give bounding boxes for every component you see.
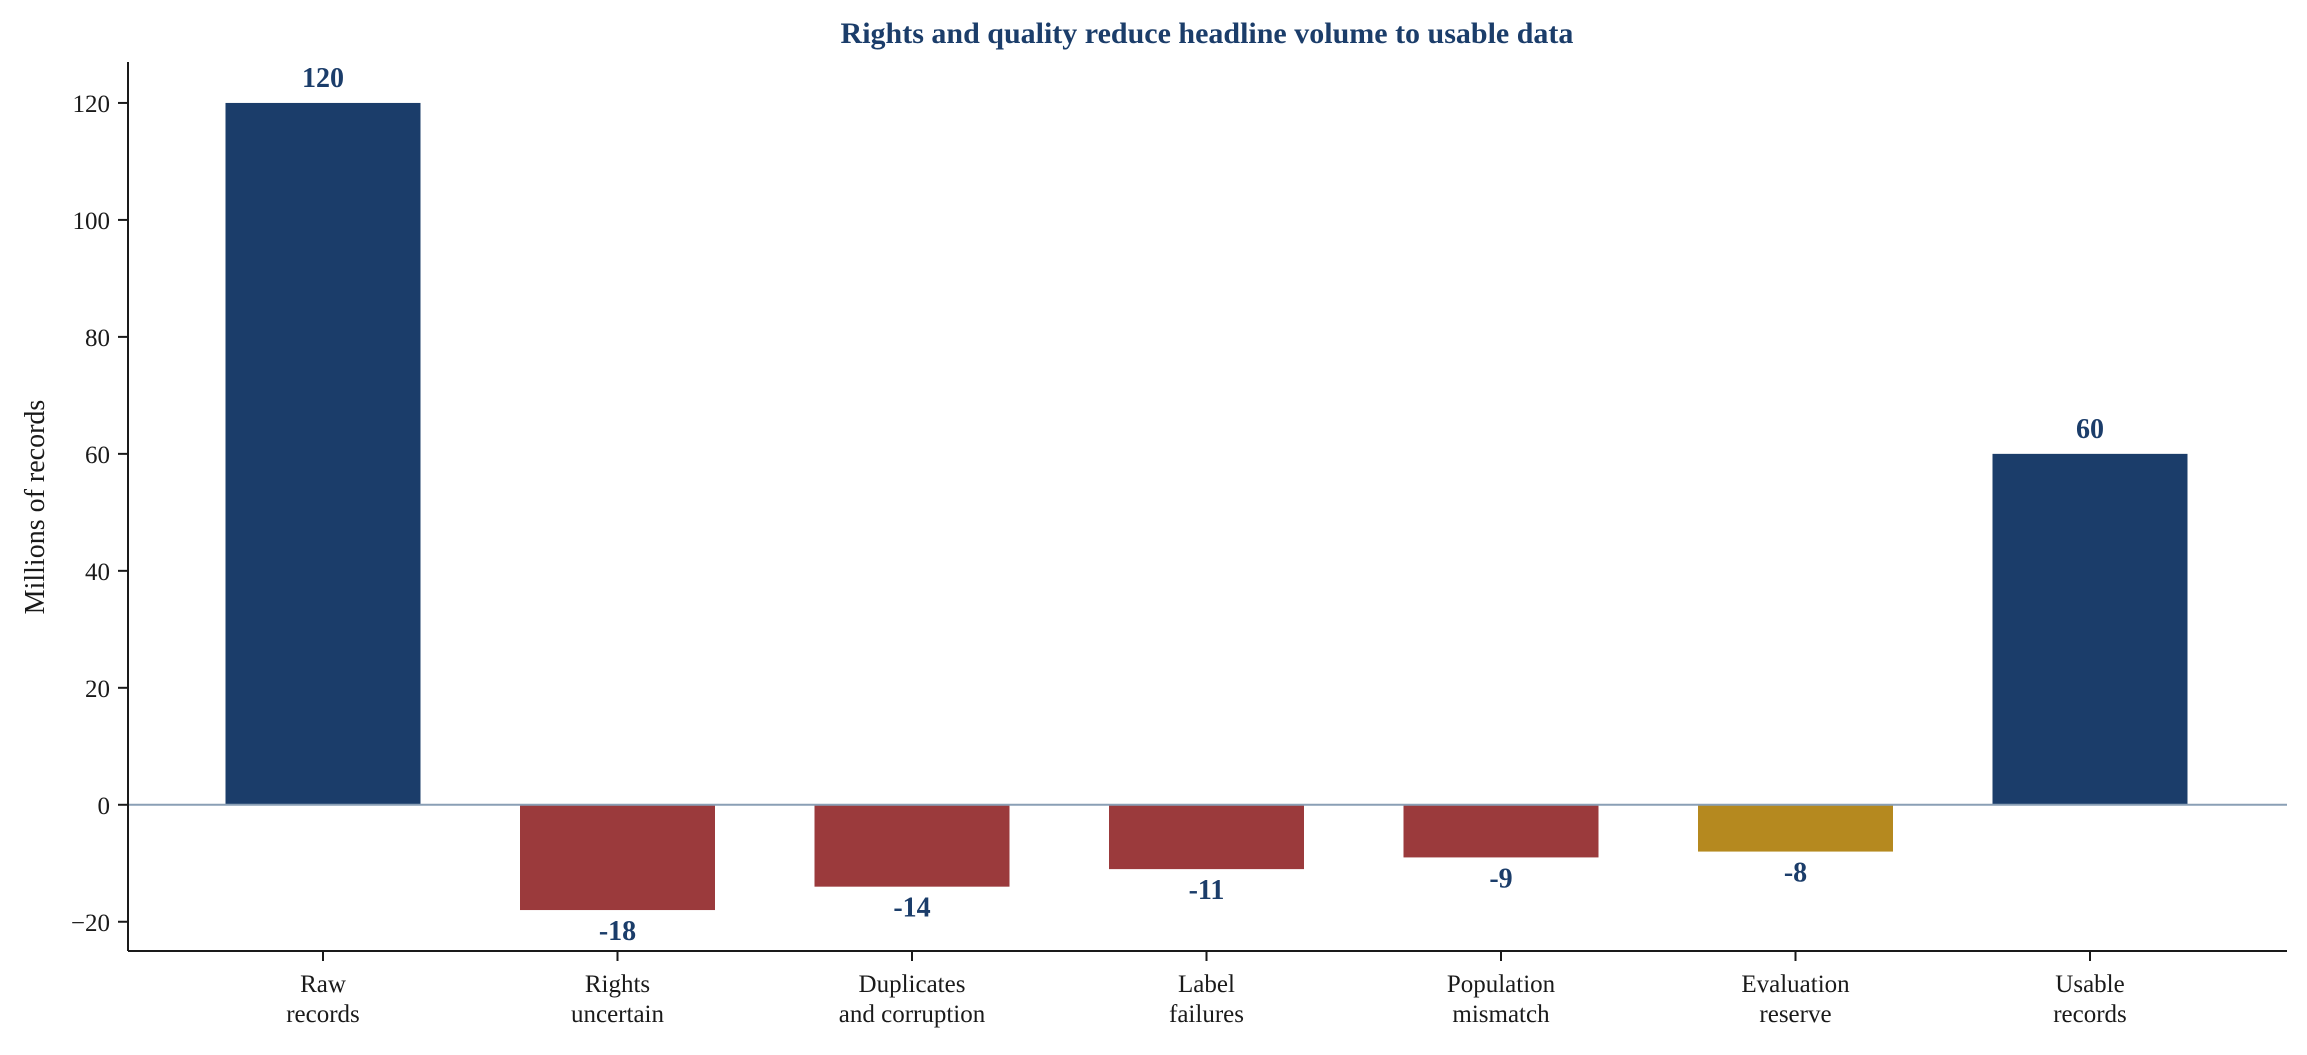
y-tick-label: −20 bbox=[71, 910, 110, 937]
x-tick-label: Population mismatch bbox=[1447, 971, 1556, 1028]
data-label: -11 bbox=[1189, 875, 1225, 906]
data-label: 60 bbox=[2076, 414, 2104, 445]
data-label: -18 bbox=[599, 916, 636, 947]
x-tick-label: Rights uncertain bbox=[571, 971, 665, 1028]
bar bbox=[1109, 804, 1304, 870]
chart-title: Rights and quality reduce headline volum… bbox=[841, 17, 1574, 50]
y-tick-label: 120 bbox=[73, 91, 111, 118]
data-label: 120 bbox=[302, 63, 344, 94]
y-tick-label: 20 bbox=[85, 676, 110, 703]
x-tick-label: Evaluation reserve bbox=[1741, 971, 1850, 1028]
bar bbox=[1992, 453, 2188, 805]
y-tick-label: 60 bbox=[85, 442, 110, 469]
x-tick-label: Label failures bbox=[1169, 971, 1244, 1028]
bar bbox=[520, 804, 715, 911]
y-axis-label: Millions of records bbox=[20, 400, 51, 615]
bar bbox=[225, 102, 421, 805]
bar bbox=[814, 804, 1010, 887]
plot-area: −20 0 20 40 60 80 100 120 Raw records Rights uncert… bbox=[71, 62, 2287, 1028]
y-tick-label: 80 bbox=[85, 325, 110, 352]
y-tick-label: 0 bbox=[98, 793, 111, 820]
bar bbox=[1403, 804, 1599, 858]
bar bbox=[1698, 804, 1893, 852]
x-tick-label: Usable records bbox=[2053, 971, 2127, 1028]
data-label: -8 bbox=[1784, 858, 1807, 889]
data-label: -9 bbox=[1489, 863, 1512, 894]
x-tick-label: Duplicates and corruption bbox=[839, 971, 986, 1028]
data-label: -14 bbox=[893, 893, 930, 924]
y-tick-label: 40 bbox=[85, 559, 110, 586]
x-tick-label: Raw records bbox=[286, 971, 360, 1028]
y-tick-label: 100 bbox=[73, 208, 111, 235]
